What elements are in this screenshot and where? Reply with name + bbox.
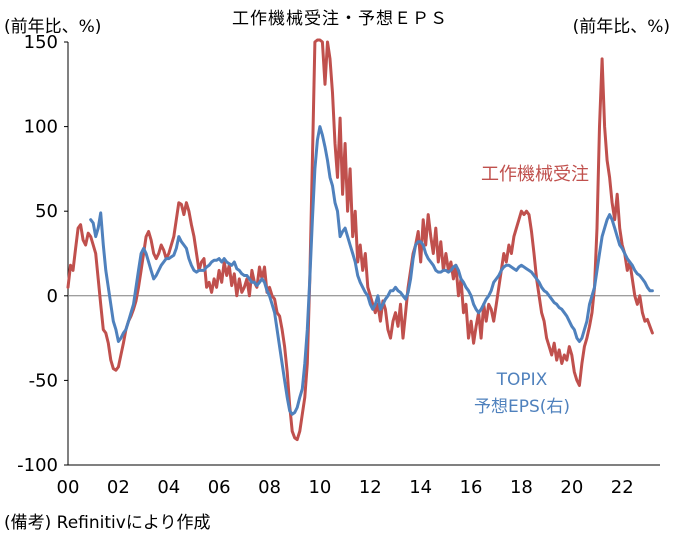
left-axis-unit-label: (前年比、%) [4,17,102,37]
x-tick-label: 00 [57,477,80,498]
y-tick-labels: 150 100 50 0 -50 -100 [17,32,58,476]
x-tick-label: 04 [157,477,180,498]
x-tick-label: 18 [510,477,533,498]
y-tick-label: 150 [24,32,58,53]
series-lines [66,38,654,442]
x-tick-label: 16 [460,477,483,498]
series-label-topix-line2: 予想EPS(右) [474,397,570,417]
y-tick-label: -50 [29,370,58,391]
y-tick-label: -100 [17,455,58,476]
series-line-topix-eps [89,125,654,416]
y-tick-label: 100 [24,117,58,138]
source-note: (備考) Refinitivにより作成 [4,513,211,533]
x-tick-label: 22 [611,477,634,498]
chart-title: 工作機械受注・予想ＥＰＳ [232,9,448,29]
x-tick-label: 06 [208,477,231,498]
x-tick-label: 20 [560,477,583,498]
x-tick-labels: 00 02 04 06 08 10 12 14 16 18 20 22 [57,477,634,498]
series-line-machine-tool-orders [66,38,654,442]
series-label-topix-line1: TOPIX [496,370,548,390]
x-tick-label: 02 [107,477,130,498]
axes [64,41,660,466]
x-tick-label: 08 [258,477,281,498]
series-labels: 工作機械受注 TOPIX 予想EPS(右) [474,164,589,417]
x-tick-label: 12 [359,477,382,498]
series-label-machine-tool-orders: 工作機械受注 [481,164,589,185]
x-tick-label: 14 [409,477,432,498]
x-tick-label: 10 [308,477,331,498]
y-tick-label: 0 [47,286,58,307]
right-axis-unit-label: (前年比、%) [572,17,670,37]
y-tick-label: 50 [35,201,58,222]
